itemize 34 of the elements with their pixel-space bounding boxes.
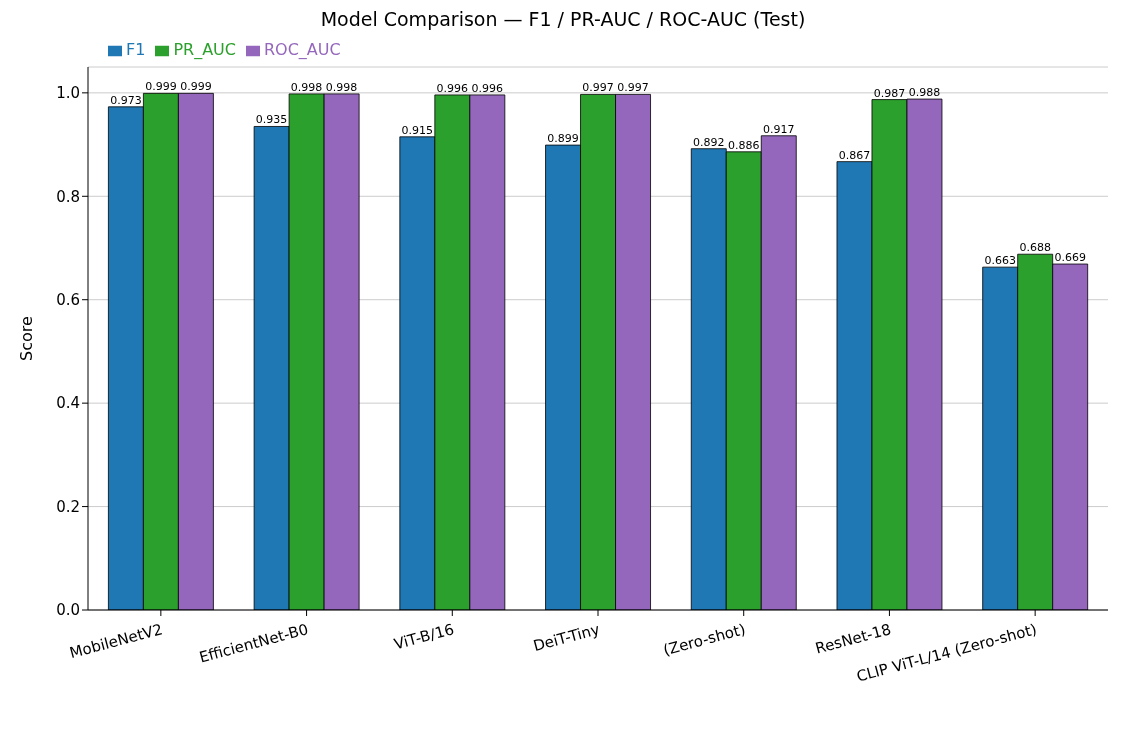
y-axis-title: Score (16, 316, 36, 361)
data-label: 0.999 (145, 80, 177, 94)
data-label: 0.973 (110, 93, 142, 107)
data-label: 0.996 (471, 81, 504, 95)
y-tick-label: 0.8 (56, 187, 80, 206)
legend-label: PR_AUC (173, 40, 236, 59)
y-tick-label: 0.6 (56, 291, 80, 310)
data-label: 0.997 (617, 81, 649, 95)
data-label: 0.886 (728, 138, 760, 152)
data-label: 0.998 (290, 80, 323, 94)
data-label: 0.935 (255, 113, 288, 127)
y-tick-label: 0.4 (56, 394, 80, 413)
data-label: 0.996 (436, 81, 469, 95)
legend-label: ROC_AUC (263, 40, 341, 59)
y-tick-label: 0.2 (56, 497, 80, 516)
x-tick-label: ViT-B/16 (392, 620, 456, 654)
data-label: 0.892 (693, 135, 725, 149)
x-tick-label: DeiT-Tiny (531, 620, 602, 656)
data-label: 0.899 (547, 132, 579, 146)
data-label: 0.867 (838, 148, 871, 162)
data-label: 0.998 (325, 80, 358, 94)
data-label: 0.915 (401, 123, 434, 137)
data-label: 0.988 (908, 86, 941, 100)
data-label: 0.999 (180, 80, 212, 94)
data-label: 0.987 (873, 86, 906, 100)
data-label: 0.917 (763, 122, 795, 136)
data-label: 0.688 (1019, 241, 1051, 255)
y-tick-label: 0.0 (56, 601, 80, 620)
chart-title: Model Comparison — F1 / PR-AUC / ROC-AUC (Test) (319, 8, 807, 30)
legend-label: F1 (126, 40, 146, 59)
y-tick-label: 1.0 (56, 84, 80, 103)
data-label: 0.663 (984, 254, 1016, 268)
data-label: 0.669 (1054, 251, 1086, 265)
data-label: 0.997 (582, 81, 614, 95)
